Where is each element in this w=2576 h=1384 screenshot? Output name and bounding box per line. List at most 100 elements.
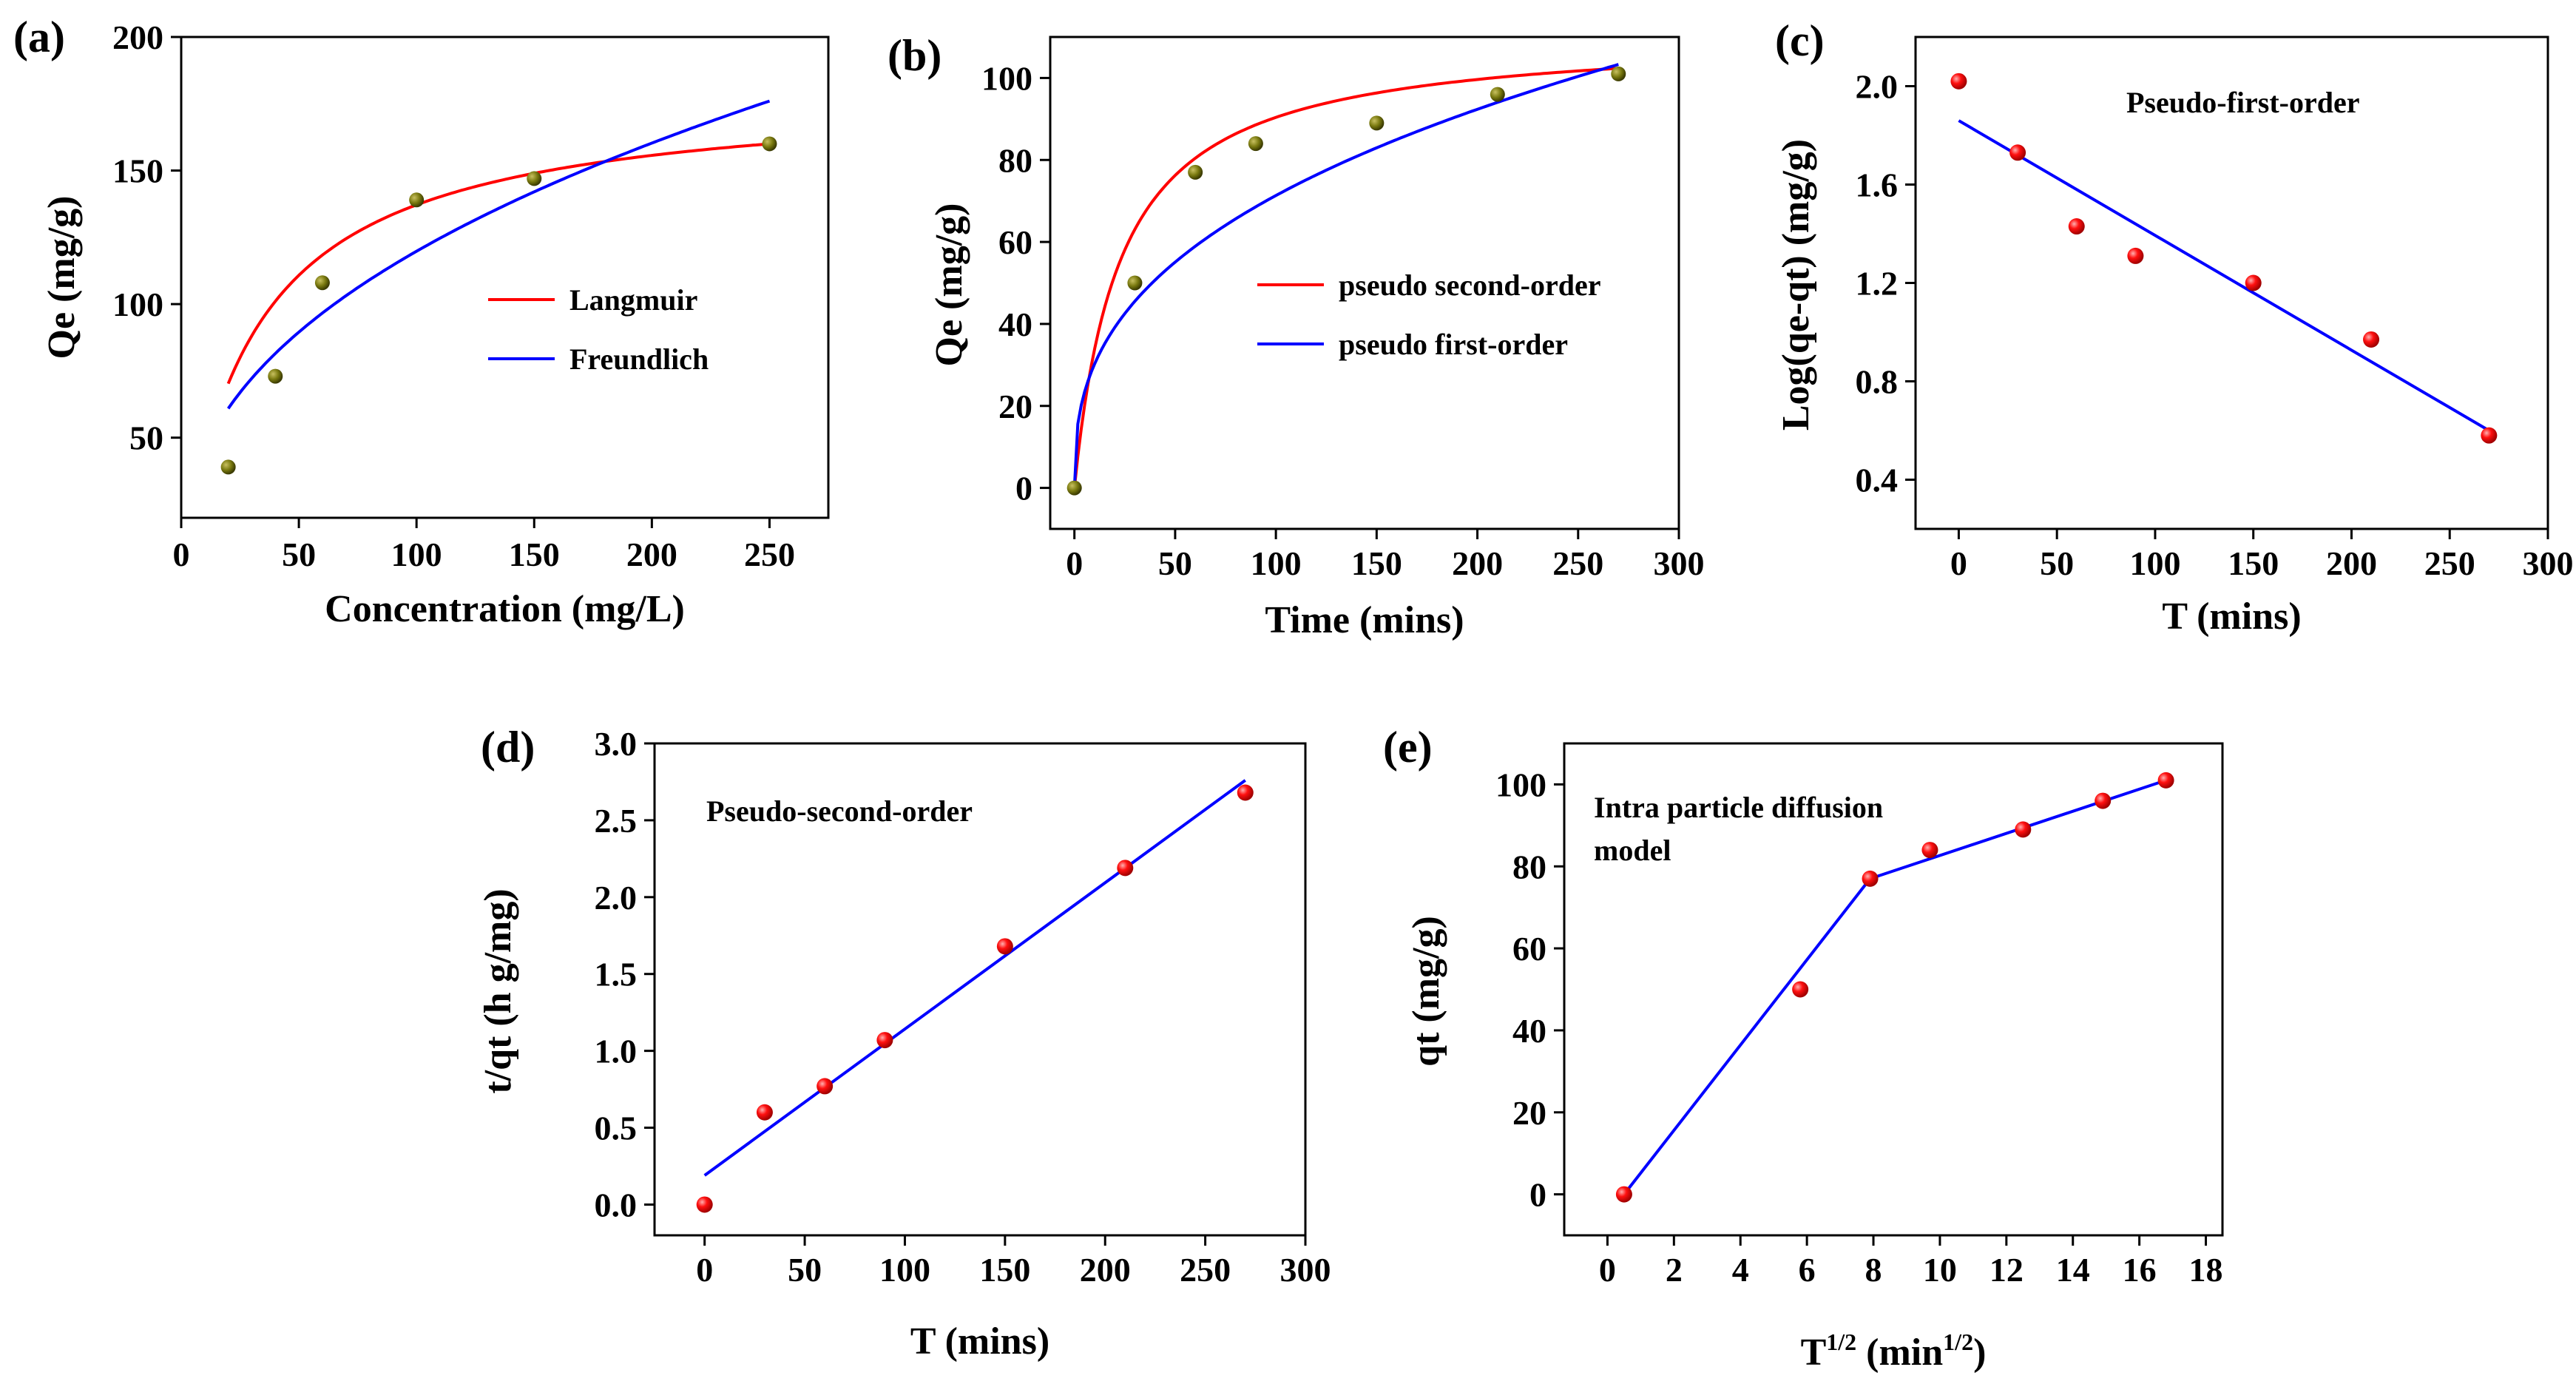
x-tick-label: 250	[2424, 544, 2475, 582]
y-tick-label: 3.0	[595, 725, 638, 763]
chart-panel-3: (c) 0 50 100 150 200 250 300 0.4 0.8 1.2 1.6 2.0 T (m…	[1775, 16, 2574, 638]
x-tick-label: 300	[1654, 544, 1705, 582]
y-tick-label: 1.6	[1856, 166, 1899, 204]
plot-frame	[1563, 742, 2224, 1237]
y-axis-title: Qe (mg/g)	[928, 203, 970, 367]
y-tick-label: 100	[1495, 766, 1546, 803]
data-point	[696, 1196, 713, 1213]
x-tick-label: 250	[1180, 1251, 1231, 1289]
y-tick-label: 60	[1512, 930, 1546, 968]
x-tick-label: 200	[1452, 544, 1503, 582]
legend-label: pseudo second-order	[1339, 269, 1600, 302]
series-line-1	[703, 779, 1246, 1177]
y-tick-label: 2.0	[1856, 68, 1899, 106]
y-tick-label: 40	[1512, 1012, 1546, 1050]
data-point	[1127, 275, 1143, 291]
data-point	[1490, 87, 1505, 102]
data-point	[1615, 1186, 1632, 1203]
x-tick-label: 150	[979, 1251, 1030, 1289]
x-tick-label: 250	[1552, 544, 1603, 582]
data-point	[817, 1078, 834, 1095]
y-axis-title: Log(qe-qt) (mg/g)	[1775, 139, 1817, 431]
data-point	[268, 368, 283, 384]
y-tick-label: 80	[998, 141, 1032, 179]
data-point	[2068, 218, 2085, 235]
y-tick-label: 200	[112, 18, 163, 56]
chart-panel-5: (e) 0 2 4 6 8 10 12 14 16 18 0 20 40 60 80 100 T1/2 (min1…	[1383, 723, 2224, 1374]
x-axis-title: T (mins)	[910, 1320, 1049, 1363]
y-tick-label: 1.2	[1856, 265, 1899, 303]
data-point	[1921, 842, 1938, 859]
annotation-text: model	[1594, 834, 1671, 867]
legend-label: Langmuir	[569, 283, 697, 317]
x-tick-label: 12	[1990, 1251, 2024, 1289]
x-axis-title: Time (mins)	[1265, 599, 1464, 641]
data-point	[1248, 136, 1263, 152]
panel-letter: (c)	[1775, 16, 1825, 65]
x-tick-label: 100	[391, 536, 442, 573]
data-point	[1237, 784, 1254, 801]
series-line-1	[1072, 67, 1619, 488]
y-tick-label: 1.5	[595, 956, 638, 993]
y-tick-label: 1.0	[595, 1033, 638, 1070]
y-tick-label: 0.4	[1856, 462, 1899, 499]
y-axis-title: Qe (mg/g)	[41, 196, 83, 359]
y-tick-label: 40	[998, 306, 1032, 343]
data-point	[762, 136, 777, 152]
data-point	[2095, 792, 2112, 809]
series-line-1	[1623, 877, 1872, 1195]
x-axis-title: Concentration (mg/L)	[325, 588, 685, 630]
x-axis-title: T (mins)	[2162, 595, 2301, 638]
x-tick-label: 16	[2123, 1251, 2157, 1289]
plot-frame	[180, 36, 830, 519]
y-tick-label: 20	[1512, 1094, 1546, 1132]
data-point	[1792, 981, 1809, 998]
chart-panel-2: (b) 0 50 100 150 200 250 300 0 20 40 60 80 100 Time (m…	[888, 31, 1705, 641]
x-tick-label: 0	[1950, 544, 1967, 582]
data-point	[527, 171, 542, 186]
y-tick-label: 100	[112, 286, 163, 323]
data-point	[2481, 427, 2498, 444]
data-point	[1117, 860, 1134, 877]
y-tick-label: 50	[129, 419, 163, 457]
x-tick-label: 100	[2129, 544, 2180, 582]
legend-label: Freundlich	[569, 342, 709, 376]
y-tick-label: 100	[981, 59, 1032, 97]
x-tick-label: 200	[626, 536, 677, 573]
x-tick-label: 150	[509, 536, 560, 573]
x-tick-label: 8	[1865, 1251, 1882, 1289]
data-point	[876, 1032, 893, 1049]
x-tick-label: 200	[2326, 544, 2377, 582]
x-tick-label: 50	[1158, 544, 1192, 582]
plot-frame	[1049, 36, 1680, 530]
x-tick-label: 300	[1280, 1251, 1331, 1289]
x-tick-label: 200	[1080, 1251, 1131, 1289]
x-tick-label: 50	[788, 1251, 822, 1289]
panel-letter: (d)	[481, 723, 535, 772]
series-line-1	[1958, 119, 2490, 432]
plot-frame	[653, 742, 1307, 1237]
data-point	[2009, 144, 2026, 161]
y-tick-label: 20	[998, 388, 1032, 425]
x-tick-label: 0	[173, 536, 190, 573]
y-tick-label: 80	[1512, 848, 1546, 885]
data-point	[2127, 247, 2144, 264]
y-axis-title: qt (mg/g)	[1405, 916, 1447, 1067]
series-line-1	[226, 142, 770, 385]
x-tick-label: 250	[744, 536, 795, 573]
y-tick-label: 0.0	[595, 1186, 638, 1223]
chart-panel-4: (d) 0 50 100 150 200 250 300 0.0 0.5 1.0 1.5 2.0 2.5 3…	[477, 723, 1331, 1363]
data-point	[1862, 870, 1879, 887]
series-line-2	[1072, 63, 1619, 488]
x-tick-label: 150	[2228, 544, 2279, 582]
x-axis-title: T1/2 (min1/2)	[1801, 1329, 1987, 1374]
data-point	[409, 192, 425, 208]
x-tick-label: 6	[1799, 1251, 1816, 1289]
data-point	[2157, 772, 2174, 789]
data-point	[1611, 66, 1626, 81]
annotation-text: Pseudo-first-order	[2126, 86, 2359, 119]
x-tick-label: 2	[1666, 1251, 1683, 1289]
x-tick-label: 18	[2189, 1251, 2223, 1289]
panel-letter: (b)	[888, 31, 942, 80]
